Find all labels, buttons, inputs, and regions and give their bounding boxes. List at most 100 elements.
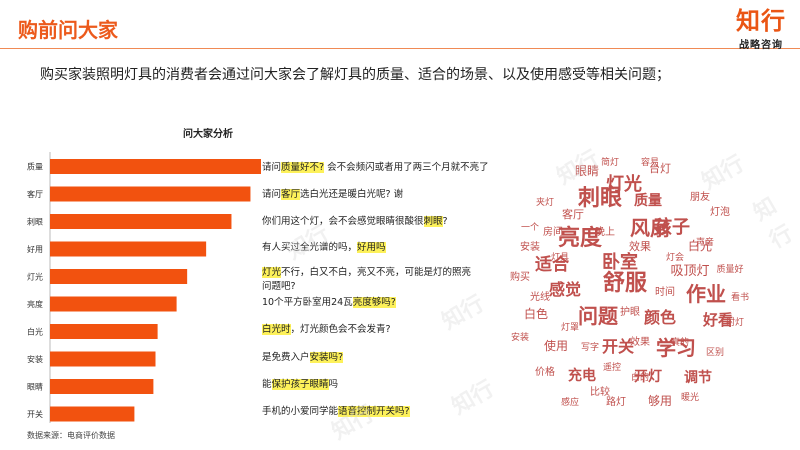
word-cloud-word: 一个 [521,222,539,233]
comment-text: 请问客厅选白光还是暖白光呢? 谢 [262,189,404,200]
word-cloud-word: 简灯 [601,156,619,168]
word-cloud-word: 白的 [631,371,649,383]
word-cloud-word: 颜色 [644,308,676,327]
word-cloud-word: 亮度 [558,225,603,251]
word-cloud-word: 价格 [535,365,555,378]
word-cloud-word: 使用 [544,338,568,353]
word-cloud-word: 效果 [629,239,651,253]
word-cloud-word: 够用 [648,394,672,408]
word-cloud-word: 灯光 [606,173,642,195]
bar-7 [50,351,156,367]
comment-text: 白光时，灯光颜色会不会发青? [262,324,391,335]
word-cloud-word: 适合 [535,254,570,275]
comment-text: 有人买过全光谱的吗，好用吗 [262,242,386,253]
word-cloud-word: 白色 [524,306,548,321]
highlight-keyword: 语音控制开关吗? [338,406,410,417]
word-cloud-word: 灯泡 [710,205,730,218]
bar-2 [50,214,232,229]
title-divider [0,48,800,49]
word-cloud-word: 灯具 [551,252,569,263]
word-cloud-word: 卧室 [602,251,638,273]
word-cloud-word: 射灯 [726,316,744,328]
category-label: 开关 [27,409,43,419]
word-cloud-word: 灯会 [666,251,684,263]
word-cloud-word: 开灯 [634,368,662,385]
word-cloud-word: 孩子 [654,216,690,238]
word-cloud-word: 调节 [684,369,712,386]
intro-text: 购买家装照明灯具的消费者会通过问大家会了解灯具的质量、适合的场景、以及使用感受等… [40,67,670,83]
word-cloud-word: 质量好 [716,263,743,275]
word-cloud-area [509,155,739,385]
comment-text: 灯光不行，白又不白，亮又不亮，可能是灯的照亮问题吧? [262,267,472,292]
bar-9 [50,406,135,422]
word-cloud-word: 舒服 [603,270,648,296]
word-cloud-word: 房间 [543,225,563,238]
word-cloud-word: 眼睛 [575,164,599,178]
word-cloud-word: 感觉 [549,280,581,299]
comment-text: 是免费入户安装吗? [262,352,344,363]
bar-1 [50,186,251,202]
word-cloud-word: 作业 [686,282,726,306]
comment-text: 10个平方卧室用24瓦亮度够吗? [262,297,396,308]
category-label: 灯光 [27,272,43,282]
word-cloud-word: 写字 [581,341,599,353]
category-label: 白光 [27,327,43,337]
bar-3 [50,241,207,257]
word-cloud-word: 客厅 [562,207,584,221]
word-cloud-word: 刺眼 [578,186,622,211]
bar-0 [50,159,261,174]
word-cloud-word: 时间 [655,285,675,298]
highlight-keyword: 灯光 [262,267,282,278]
bar-4 [50,269,188,284]
brand-name: 知行 [736,7,786,35]
category-label: 质量 [27,162,43,172]
comment-text: 手机的小爱同学能语音控制开关吗? [262,406,410,417]
category-label: 刺眼 [27,218,43,227]
category-label: 客厅 [27,189,43,199]
highlight-keyword: 客厅 [281,189,301,200]
page-title: 购前问大家 [18,18,118,42]
word-cloud-word: 白光 [688,238,712,253]
word-cloud-word: 感应 [561,396,579,408]
word-cloud-word: 开关 [602,337,634,356]
category-label: 眼睛 [27,382,43,392]
word-cloud-word: 光线 [530,290,550,303]
category-label: 亮度 [27,299,43,309]
word-cloud-word: 路灯 [606,395,626,408]
source-note: 数据来源：电商评价数据 [27,431,115,440]
bar-6 [50,324,158,339]
word-cloud-word: 夹灯 [536,196,554,208]
word-cloud-word: 效果 [630,335,650,348]
comment-text: 能保护孩子眼睛吗 [262,379,339,390]
highlight-keyword: 质量好不? [281,162,325,173]
category-label: 安装 [27,354,43,364]
word-cloud-word: 灯罩 [561,322,579,333]
brand-subtitle: 战略咨询 [739,40,783,51]
word-cloud-word: 真的 [671,336,689,348]
chart-title: 问大家分析 [183,129,233,140]
word-cloud-word: 声音 [696,236,714,248]
bar-8 [50,379,154,394]
word-cloud-word: 风扇 [630,216,670,240]
word-cloud-word: 充电 [568,367,596,384]
highlight-keyword: 好用吗 [357,242,386,253]
word-cloud-word: 好看 [702,311,733,329]
word-cloud-word: 吸顶灯 [670,264,709,279]
word-cloud-word: 学习 [656,336,696,360]
word-cloud-word: 暖光 [681,391,699,403]
highlight-keyword: 安装吗? [309,352,344,363]
word-cloud-word: 朋友 [690,190,710,203]
word-cloud-word: 购买 [510,270,530,283]
word-cloud-word: 遥控 [603,361,621,373]
highlight-keyword: 亮度够吗? [352,297,396,308]
word-cloud-word: 台灯 [649,161,671,175]
comment-text: 请问质量好不? 会不会频闪或者用了两三个月就不亮了 [262,162,489,173]
word-cloud-word: 看书 [731,291,749,303]
comment-text: 你们用这个灯，会不会感觉眼睛很酸很刺眼? [262,216,448,227]
highlight-keyword: 刺眼 [423,216,443,227]
bar-5 [50,296,177,312]
highlight-keyword: 保护孩子眼睛 [271,379,329,390]
word-cloud-word: 晚上 [595,226,615,238]
word-cloud-word: 比较 [590,385,610,398]
